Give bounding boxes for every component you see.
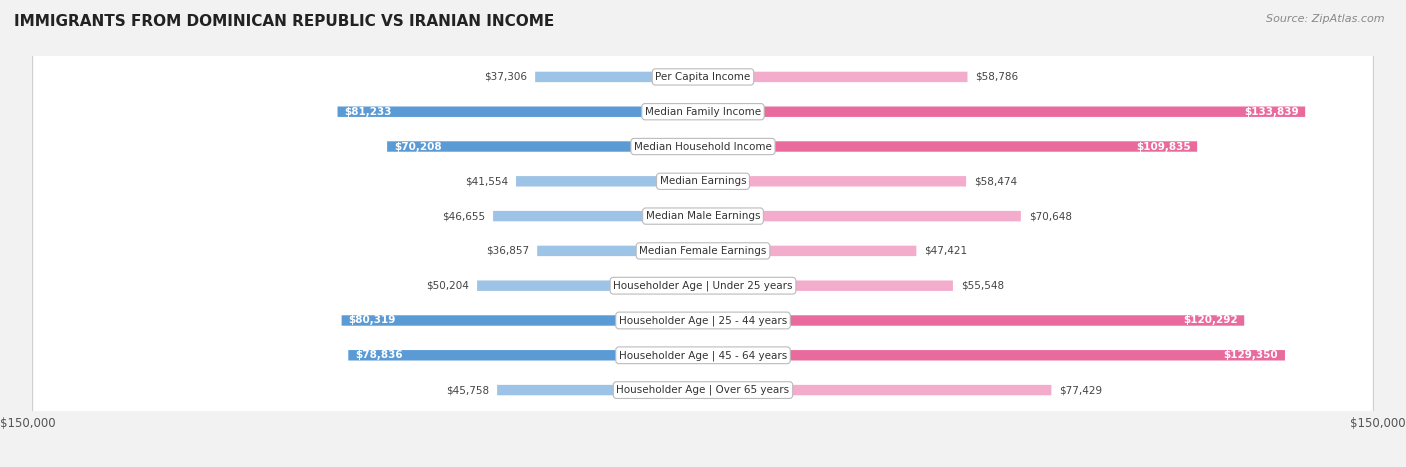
FancyBboxPatch shape (494, 211, 703, 221)
Text: Householder Age | 45 - 64 years: Householder Age | 45 - 64 years (619, 350, 787, 361)
FancyBboxPatch shape (477, 281, 703, 291)
FancyBboxPatch shape (537, 246, 703, 256)
Text: $70,208: $70,208 (394, 142, 441, 151)
FancyBboxPatch shape (536, 72, 703, 82)
FancyBboxPatch shape (387, 142, 703, 152)
FancyBboxPatch shape (498, 385, 703, 395)
FancyBboxPatch shape (703, 142, 1197, 152)
Text: $109,835: $109,835 (1136, 142, 1191, 151)
Text: Median Female Earnings: Median Female Earnings (640, 246, 766, 256)
FancyBboxPatch shape (32, 0, 1374, 467)
FancyBboxPatch shape (703, 246, 917, 256)
Text: $41,554: $41,554 (465, 177, 508, 186)
Text: IMMIGRANTS FROM DOMINICAN REPUBLIC VS IRANIAN INCOME: IMMIGRANTS FROM DOMINICAN REPUBLIC VS IR… (14, 14, 554, 29)
Text: Median Male Earnings: Median Male Earnings (645, 211, 761, 221)
Text: $77,429: $77,429 (1060, 385, 1102, 395)
FancyBboxPatch shape (349, 350, 703, 361)
FancyBboxPatch shape (32, 0, 1374, 467)
Text: Median Earnings: Median Earnings (659, 177, 747, 186)
Text: $58,786: $58,786 (976, 72, 1019, 82)
FancyBboxPatch shape (703, 350, 1285, 361)
Text: $58,474: $58,474 (974, 177, 1018, 186)
Text: $55,548: $55,548 (962, 281, 1004, 290)
FancyBboxPatch shape (32, 0, 1374, 467)
FancyBboxPatch shape (703, 72, 967, 82)
FancyBboxPatch shape (703, 385, 1052, 395)
FancyBboxPatch shape (703, 315, 1244, 325)
Text: $81,233: $81,233 (344, 107, 392, 117)
Text: $36,857: $36,857 (486, 246, 529, 256)
FancyBboxPatch shape (32, 0, 1374, 467)
Text: Per Capita Income: Per Capita Income (655, 72, 751, 82)
Text: Householder Age | Over 65 years: Householder Age | Over 65 years (616, 385, 790, 396)
Text: $45,758: $45,758 (446, 385, 489, 395)
FancyBboxPatch shape (32, 0, 1374, 467)
Text: $120,292: $120,292 (1182, 316, 1237, 325)
Text: Source: ZipAtlas.com: Source: ZipAtlas.com (1267, 14, 1385, 24)
FancyBboxPatch shape (32, 0, 1374, 467)
Text: $47,421: $47,421 (925, 246, 967, 256)
Text: $80,319: $80,319 (349, 316, 395, 325)
Text: $78,836: $78,836 (356, 350, 402, 360)
Text: Householder Age | Under 25 years: Householder Age | Under 25 years (613, 281, 793, 291)
FancyBboxPatch shape (337, 106, 703, 117)
FancyBboxPatch shape (703, 281, 953, 291)
Text: $50,204: $50,204 (426, 281, 470, 290)
Text: $70,648: $70,648 (1029, 211, 1071, 221)
Text: $129,350: $129,350 (1223, 350, 1278, 360)
Text: $133,839: $133,839 (1244, 107, 1298, 117)
Text: Median Household Income: Median Household Income (634, 142, 772, 151)
FancyBboxPatch shape (32, 0, 1374, 467)
FancyBboxPatch shape (32, 0, 1374, 467)
FancyBboxPatch shape (32, 0, 1374, 467)
FancyBboxPatch shape (342, 315, 703, 325)
Text: Median Family Income: Median Family Income (645, 107, 761, 117)
Text: Householder Age | 25 - 44 years: Householder Age | 25 - 44 years (619, 315, 787, 326)
FancyBboxPatch shape (703, 176, 966, 186)
FancyBboxPatch shape (703, 106, 1305, 117)
Text: $46,655: $46,655 (441, 211, 485, 221)
FancyBboxPatch shape (516, 176, 703, 186)
FancyBboxPatch shape (703, 211, 1021, 221)
FancyBboxPatch shape (32, 0, 1374, 467)
Text: $37,306: $37,306 (484, 72, 527, 82)
